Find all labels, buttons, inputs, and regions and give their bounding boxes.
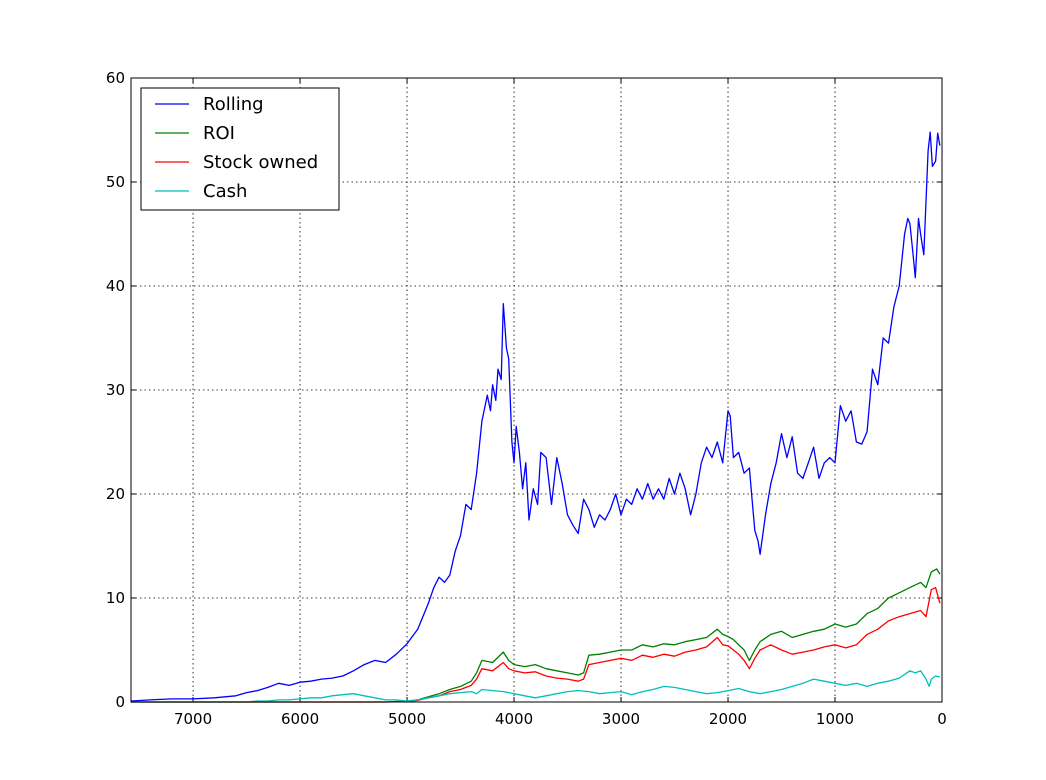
x-tick-label: 1000 xyxy=(816,710,854,728)
series-line-stock-owned xyxy=(131,586,941,703)
series-lines xyxy=(130,131,941,703)
y-tick-label: 50 xyxy=(106,173,125,191)
x-tick-label: 2000 xyxy=(709,710,747,728)
legend-label-cash: Cash xyxy=(203,181,247,202)
y-tick-label: 0 xyxy=(115,693,125,711)
legend-label-stock-owned: Stock owned xyxy=(203,152,318,173)
series-line-roi xyxy=(131,568,941,703)
legend-box xyxy=(140,87,340,211)
x-tick-label: 6000 xyxy=(281,710,319,728)
y-tick-label: 20 xyxy=(106,485,125,503)
y-tick-label: 40 xyxy=(106,277,125,295)
axis-ticks: 7000 6000 5000 4000 3000 2000 1000 0 0 10 20 30 40 50… xyxy=(106,69,947,728)
x-tick-label: 5000 xyxy=(388,710,426,728)
y-tick-label: 30 xyxy=(106,381,125,399)
x-tick-label: 3000 xyxy=(602,710,640,728)
legend-label-roi: ROI xyxy=(203,123,235,144)
y-tick-label: 60 xyxy=(106,69,125,87)
plot-frame xyxy=(130,77,943,703)
series-line-cash xyxy=(131,670,941,703)
legend: Rolling ROI Stock owned Cash xyxy=(140,87,340,211)
series-line-rolling xyxy=(130,131,941,702)
x-tick-label: 7000 xyxy=(174,710,212,728)
legend-label-rolling: Rolling xyxy=(203,94,264,115)
x-tick-label: 0 xyxy=(937,710,947,728)
x-tick-label: 4000 xyxy=(495,710,533,728)
y-tick-label: 10 xyxy=(106,589,125,607)
